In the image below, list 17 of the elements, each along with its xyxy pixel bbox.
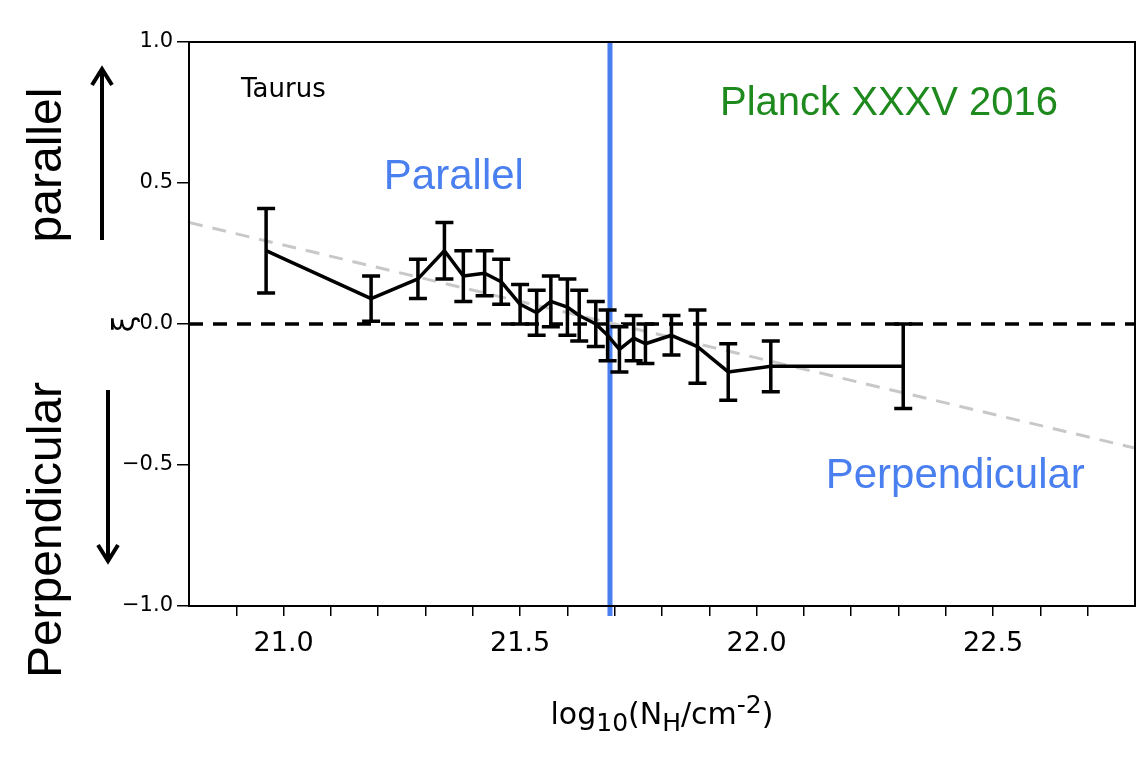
annotation: Taurus [240, 72, 326, 103]
annotation: Planck XXXV 2016 [720, 79, 1059, 124]
text: Perpendicular [18, 381, 72, 679]
y-tick-label: 1.0 [139, 28, 173, 53]
x-axis-title: log$_{10}$(N$_{H}$/cm$^{-2}$) [549, 690, 775, 737]
y-tick-label: 0.0 [139, 310, 173, 335]
x-tick-label: 22.0 [726, 626, 787, 658]
x-tick-label: 21.0 [253, 626, 314, 658]
text: parallel [18, 87, 72, 243]
y-axis-title: ξ [105, 315, 141, 333]
y-tick-label: −0.5 [122, 451, 173, 476]
x-tick-label: 22.5 [963, 626, 1024, 658]
annotation: Parallel [383, 150, 524, 198]
y-tick-label: −1.0 [122, 592, 173, 617]
annotation: Perpendicular [825, 449, 1085, 497]
x-tick-label: 21.5 [490, 626, 551, 658]
y-tick-label: 0.5 [139, 169, 173, 194]
